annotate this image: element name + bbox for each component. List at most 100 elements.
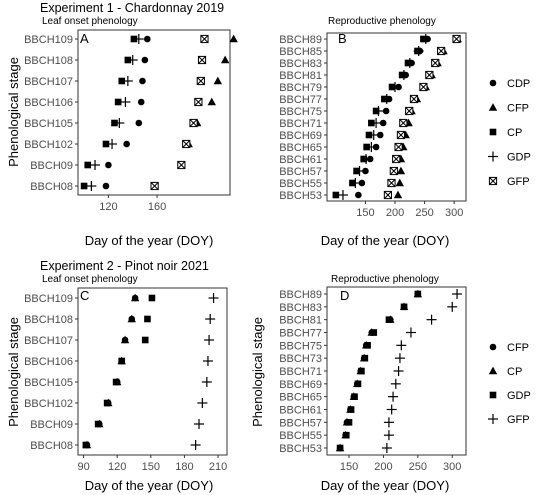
point-gfp xyxy=(386,404,397,415)
point-cdp xyxy=(105,161,112,169)
panel-c-ylabel: Phenological stage xyxy=(6,317,21,427)
y-tick-label: BBCH71 xyxy=(279,118,322,130)
point-gdp xyxy=(381,94,392,104)
panel-c-subtitle: Leaf onset phenology xyxy=(42,274,138,285)
legend-item-gdp: GDP xyxy=(489,390,531,402)
point-gdp xyxy=(420,34,431,44)
point-gdp xyxy=(364,342,371,349)
point-gdp xyxy=(414,290,422,298)
panel-c-plot-area: BBCH08 BBCH09 BBCH102 BBCH105 BBCH106 BBCH107… xyxy=(24,287,228,473)
y-tick-label: BBCH79 xyxy=(279,82,322,94)
point-gfp xyxy=(394,142,403,152)
point-gdp xyxy=(144,315,151,323)
point-gfp xyxy=(197,55,207,65)
y-tick-label: BBCH69 xyxy=(279,379,322,391)
point-gfp xyxy=(447,301,458,312)
y-tick-label: BBCH55 xyxy=(279,178,322,190)
legend-item-cdp: CDP xyxy=(489,78,530,90)
y-tick-label: BBCH102 xyxy=(24,139,73,151)
point-gfp xyxy=(381,443,392,453)
y-tick-label: BBCH53 xyxy=(279,190,322,202)
point-gfp xyxy=(193,419,204,429)
legend-symbol-gdp xyxy=(488,151,498,162)
legend-item-gfp: GFP xyxy=(488,414,530,426)
point-cdp xyxy=(376,131,384,139)
legend-item-cfp: CFP xyxy=(488,103,529,115)
legend-symbol-cdp xyxy=(489,79,497,87)
y-tick-label: BBCH107 xyxy=(24,76,73,88)
point-gfp xyxy=(388,391,399,402)
point-cp xyxy=(127,314,136,323)
panel-a-label: A xyxy=(80,31,89,46)
point-gdp xyxy=(358,367,365,375)
y-tick-label: BBCH109 xyxy=(24,293,73,305)
point-gfp xyxy=(208,293,219,303)
point-gfp xyxy=(426,314,437,325)
point-gdp xyxy=(118,357,125,365)
point-gfp xyxy=(196,76,205,86)
point-gdp xyxy=(107,139,118,149)
point-cfp xyxy=(395,178,404,187)
x-tick-label: 150 xyxy=(340,461,358,473)
y-tick-label: BBCH107 xyxy=(24,335,73,347)
legend-item-cp: CP xyxy=(488,366,522,378)
point-cdp xyxy=(358,179,366,187)
point-gdp xyxy=(351,393,358,400)
y-tick-label: BBCH75 xyxy=(279,340,322,352)
x-tick-label: 120 xyxy=(108,461,126,473)
y-tick-label: BBCH55 xyxy=(279,430,322,442)
legend-item-cp: CP xyxy=(489,127,522,139)
panel-c-label: C xyxy=(80,288,89,303)
point-gfp xyxy=(150,181,159,191)
point-gfp xyxy=(200,34,209,44)
chart-panel-c: Leaf onset phenology C Phenological stag… xyxy=(6,274,228,493)
point-gfp xyxy=(383,430,394,441)
point-cdp xyxy=(379,119,387,127)
panel-b-subtitle: Reproductive phenology xyxy=(328,16,436,27)
point-gfp xyxy=(425,70,434,80)
point-gdp xyxy=(86,181,97,191)
x-tick-label: 200 xyxy=(374,461,392,473)
legend-symbol-gfp xyxy=(488,414,498,424)
point-cdp xyxy=(123,140,130,148)
y-tick-label: BBCH89 xyxy=(279,289,322,301)
y-tick-label: BBCH09 xyxy=(30,160,73,172)
y-tick-label: BBCH09 xyxy=(30,419,73,431)
y-tick-label: BBCH57 xyxy=(279,166,322,178)
point-gdp xyxy=(347,406,355,413)
point-cp xyxy=(80,182,88,190)
x-tick-label: 210 xyxy=(209,461,227,473)
point-cp xyxy=(120,335,130,344)
point-gdp xyxy=(141,336,149,344)
point-cfp xyxy=(213,76,223,85)
point-cfp xyxy=(220,55,230,64)
point-gdp xyxy=(345,419,353,426)
point-gfp xyxy=(393,366,404,376)
panel-d-ylabel: Phenological stage xyxy=(250,317,265,427)
point-gdp xyxy=(103,399,111,407)
legend-symbol-cfp xyxy=(488,103,498,111)
point-gdp xyxy=(120,97,131,107)
point-gdp xyxy=(371,118,382,128)
point-cp xyxy=(332,191,340,199)
point-gfp xyxy=(383,417,394,428)
y-tick-label: BBCH08 xyxy=(30,181,73,193)
x-tick-label: 300 xyxy=(443,461,461,473)
legend-symbol-cp xyxy=(488,366,498,375)
x-tick-label: 250 xyxy=(415,207,433,219)
point-cp xyxy=(84,161,92,169)
point-gfp xyxy=(387,178,396,188)
point-gdp xyxy=(337,190,348,200)
point-cfp xyxy=(396,166,406,175)
y-tick-label: BBCH73 xyxy=(279,353,322,365)
point-gfp xyxy=(202,356,213,366)
legend-label: GDP xyxy=(507,390,531,402)
point-gdp xyxy=(361,354,369,362)
point-gdp xyxy=(354,166,365,176)
point-gfp xyxy=(392,154,401,164)
legend-item-gfp: GFP xyxy=(488,176,530,188)
point-cfp xyxy=(393,190,403,199)
point-gfp xyxy=(452,289,463,299)
panel-a-ylabel: Phenological stage xyxy=(6,57,21,167)
legend-symbol-gdp xyxy=(489,391,497,399)
